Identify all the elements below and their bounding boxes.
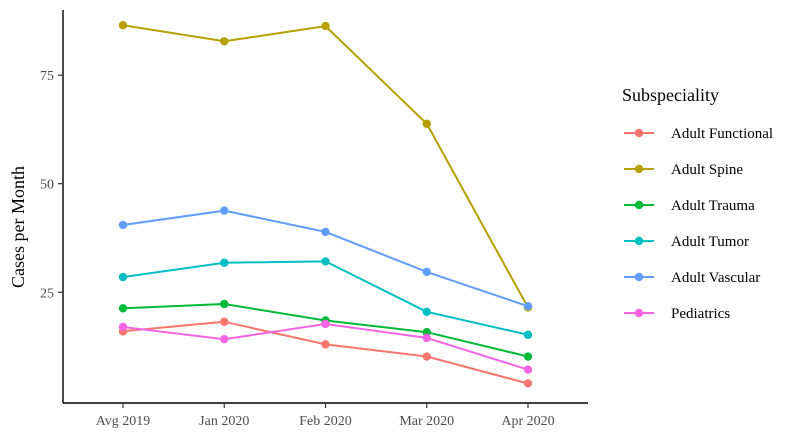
legend-label: Pediatrics — [671, 306, 730, 322]
series-line-adult-trauma — [122, 303, 529, 358]
data-point-adult-functional — [523, 379, 533, 388]
data-point-adult-vascular — [523, 301, 533, 311]
legend-item-adult-vascular: Adult Vascular — [624, 270, 760, 286]
data-point-adult-vascular — [220, 206, 229, 215]
x-tick-label: Apr 2020 — [501, 414, 554, 429]
legend-key-point — [634, 236, 644, 246]
data-point-adult-vascular — [118, 220, 128, 230]
legend-item-adult-functional: Adult Functional — [624, 126, 773, 142]
y-axis-label: Cases per Month — [8, 166, 28, 288]
data-point-adult-functional — [422, 352, 431, 361]
legend: Subspeciality Adult Functional Adult Spin… — [622, 85, 773, 322]
data-point-pediatrics — [118, 322, 128, 332]
data-point-adult-spine — [118, 20, 128, 30]
legend-item-pediatrics: Pediatrics — [624, 306, 730, 322]
legend-key-point — [634, 164, 644, 174]
legend-title: Subspeciality — [622, 85, 719, 105]
legend-item-adult-tumor: Adult Tumor — [624, 234, 749, 250]
x-ticks: Avg 2019 Jan 2020 Feb 2020 Mar 2020 Apr 2020 — [96, 403, 555, 429]
x-tick-label: Feb 2020 — [299, 414, 352, 429]
series-layer — [118, 20, 533, 388]
legend-item-adult-spine: Adult Spine — [624, 162, 743, 178]
legend-label: Adult Vascular — [671, 270, 760, 286]
y-ticks: 25 50 75 — [40, 69, 63, 301]
legend-key-point — [634, 128, 644, 138]
legend-key-point — [634, 272, 644, 282]
legend-item-adult-trauma: Adult Trauma — [624, 198, 755, 214]
data-point-adult-vascular — [321, 227, 330, 237]
data-point-adult-spine — [321, 21, 330, 31]
x-tick-label: Mar 2020 — [399, 414, 454, 429]
data-point-adult-tumor — [422, 307, 431, 317]
data-point-pediatrics — [220, 334, 229, 344]
legend-label: Adult Spine — [671, 162, 743, 178]
data-point-adult-tumor — [523, 330, 533, 340]
data-point-pediatrics — [321, 319, 330, 329]
x-tick-label: Avg 2019 — [96, 414, 151, 429]
series-line-adult-functional — [122, 320, 529, 385]
data-point-adult-spine — [220, 37, 229, 46]
y-tick-label: 50 — [40, 178, 54, 193]
data-point-adult-trauma — [220, 299, 229, 309]
data-point-adult-functional — [321, 340, 330, 349]
data-point-adult-tumor — [321, 257, 330, 266]
legend-key-point — [634, 200, 644, 210]
data-point-adult-functional — [220, 317, 229, 326]
legend-label: Adult Tumor — [671, 234, 749, 250]
y-tick-label: 75 — [40, 69, 54, 84]
y-tick-label: 25 — [40, 286, 54, 301]
legend-key-point — [634, 308, 644, 318]
data-point-adult-trauma — [118, 304, 128, 313]
data-point-adult-tumor — [118, 272, 128, 282]
legend-label: Adult Trauma — [671, 198, 755, 214]
data-point-adult-vascular — [422, 267, 431, 277]
data-point-adult-spine — [422, 119, 431, 128]
data-point-pediatrics — [523, 365, 533, 374]
legend-label: Adult Functional — [671, 126, 773, 142]
data-point-adult-tumor — [220, 258, 229, 267]
x-tick-label: Jan 2020 — [199, 414, 249, 429]
legend-items: Adult Functional Adult Spine Adult Trauma A… — [624, 126, 773, 322]
data-point-pediatrics — [422, 333, 431, 343]
data-point-adult-trauma — [523, 352, 533, 361]
